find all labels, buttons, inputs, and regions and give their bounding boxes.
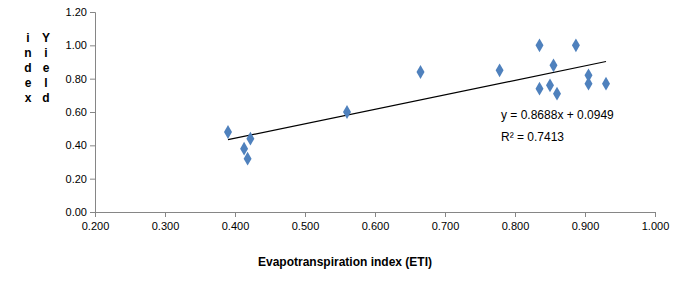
- x-tick-label: 0.700: [432, 220, 460, 232]
- x-tick-mark: [305, 212, 306, 217]
- y-tick-label: 0.00: [66, 206, 87, 218]
- point: [224, 125, 232, 139]
- y-tick-label: 0.80: [66, 73, 87, 85]
- y-tick: 0.20: [66, 173, 95, 185]
- x-tick-label: 0.800: [502, 220, 530, 232]
- point: [536, 38, 544, 52]
- y-axis-line: [90, 13, 96, 213]
- point: [417, 65, 425, 79]
- y-tick-label: 0.40: [66, 139, 87, 151]
- y-tick: 1.00: [66, 39, 95, 51]
- point: [585, 77, 593, 91]
- y-axis-title: Yield index: [24, 31, 50, 120]
- x-tick-label: 0.500: [292, 220, 320, 232]
- x-tick-mark: [655, 212, 656, 217]
- x-tick-label: 0.300: [152, 220, 180, 232]
- x-tick: 0.800: [502, 212, 530, 232]
- x-tick: 1.000: [642, 212, 670, 232]
- y-axis: 0.00 0.20 0.40 0.60 0.80 1.00 1.20: [66, 6, 96, 218]
- point: [553, 87, 561, 101]
- point: [536, 82, 544, 96]
- point: [572, 38, 580, 52]
- plot: 0.200 0.300 0.400 0.500 0.600 0.700 0.800 0.900…: [66, 6, 670, 232]
- x-tick-label: 1.000: [642, 220, 670, 232]
- x-tick: 0.400: [222, 212, 250, 232]
- y-tick: 0.40: [66, 139, 95, 151]
- x-tick-label: 0.400: [222, 220, 250, 232]
- y-tick-label: 1.00: [66, 39, 87, 51]
- trendline: [228, 62, 606, 140]
- y-tick: 0.80: [66, 73, 95, 85]
- x-tick-label: 0.200: [82, 220, 110, 232]
- x-tick: 0.300: [152, 212, 180, 232]
- x-tick-mark: [235, 212, 236, 217]
- annotation: R² = 0.7413: [501, 130, 564, 144]
- x-axis-title: Evapotranspiration index (ETI): [258, 255, 432, 269]
- y-tick-mark: [90, 212, 95, 213]
- x-tick-mark: [375, 212, 376, 217]
- x-tick: 0.900: [572, 212, 600, 232]
- x-tick: 0.700: [432, 212, 460, 232]
- data-layer: [224, 38, 610, 165]
- y-tick-label: 0.20: [66, 173, 87, 185]
- y-tick-mark: [90, 145, 95, 146]
- x-tick-mark: [515, 212, 516, 217]
- point: [550, 58, 558, 72]
- x-tick-mark: [445, 212, 446, 217]
- y-tick: 1.20: [66, 6, 95, 18]
- x-tick-mark: [585, 212, 586, 217]
- point: [546, 78, 554, 92]
- y-tick-mark: [90, 45, 95, 46]
- y-tick: 0.60: [66, 106, 95, 118]
- point: [244, 152, 252, 166]
- point: [496, 63, 504, 77]
- chart: 0.200 0.300 0.400 0.500 0.600 0.700 0.800 0.900…: [0, 0, 682, 290]
- y-tick-label: 1.20: [66, 6, 87, 18]
- point: [343, 105, 351, 119]
- y-tick-label: 0.60: [66, 106, 87, 118]
- point: [246, 132, 254, 146]
- y-tick-mark: [90, 112, 95, 113]
- x-tick-label: 0.900: [572, 220, 600, 232]
- annotation: y = 0.8688x + 0.0949: [501, 108, 614, 122]
- y-tick-mark: [90, 79, 95, 80]
- point: [602, 77, 610, 91]
- x-tick-mark: [165, 212, 166, 217]
- y-tick-mark: [90, 179, 95, 180]
- x-axis-line: [96, 213, 656, 218]
- x-tick: 0.500: [292, 212, 320, 232]
- x-axis: 0.200 0.300 0.400 0.500 0.600 0.700 0.800 0.900…: [82, 212, 670, 232]
- x-tick: 0.600: [362, 212, 390, 232]
- y-tick-mark: [90, 12, 95, 13]
- x-tick-label: 0.600: [362, 220, 390, 232]
- y-tick: 0.00: [66, 206, 95, 218]
